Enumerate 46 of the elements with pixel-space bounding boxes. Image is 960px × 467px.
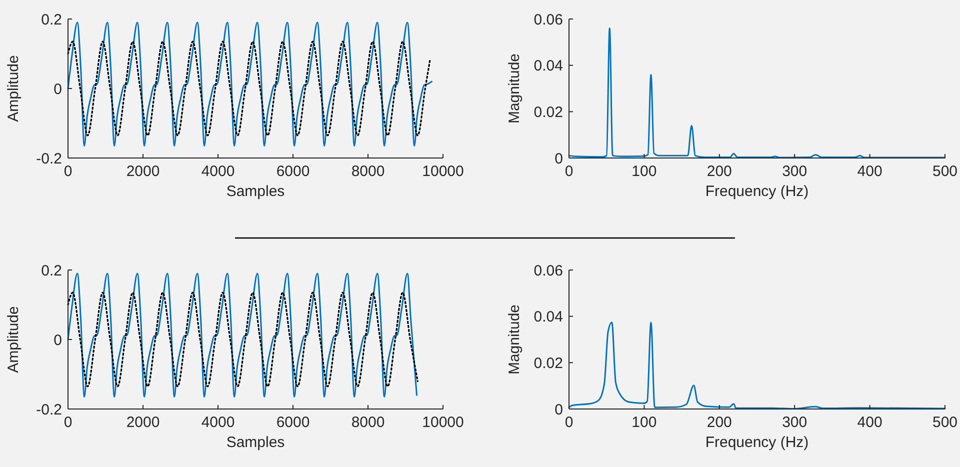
- x-axis-title: Frequency (Hz): [705, 434, 809, 451]
- x-tick-label: 4000: [201, 163, 235, 180]
- x-tick-label: 100: [632, 414, 657, 431]
- line-series: [67, 272, 418, 398]
- y-tick-label: 0: [54, 332, 62, 349]
- y-tick-label: 0.04: [534, 308, 563, 326]
- x-tick-label: 500: [932, 163, 958, 180]
- y-tick-label: 0.06: [534, 11, 563, 28]
- y-tick-label: 0: [554, 401, 563, 418]
- x-tick-label: 500: [932, 414, 958, 431]
- x-tick-label: 300: [782, 163, 808, 180]
- y-tick-label: 0.02: [534, 354, 563, 372]
- x-tick-label: 8000: [351, 163, 385, 180]
- x-tick-label: 400: [857, 414, 882, 431]
- y-tick-label: -0.2: [36, 401, 62, 418]
- x-axis-title: Samples: [226, 183, 285, 200]
- y-tick-label: -0.2: [36, 150, 62, 168]
- y-tick-label: 0.06: [534, 262, 563, 280]
- y-tick-label: 0: [554, 150, 563, 168]
- y-axis-title: Amplitude: [5, 55, 22, 122]
- line-series: [67, 22, 432, 147]
- y-axis-title: Amplitude: [5, 306, 22, 373]
- y-tick-label: 0: [54, 80, 62, 98]
- x-tick-label: 8000: [351, 414, 385, 431]
- x-tick-label: 400: [857, 163, 882, 180]
- x-tick-label: 300: [782, 414, 808, 431]
- x-tick-label: 6000: [276, 414, 310, 431]
- x-tick-label: 200: [706, 163, 732, 180]
- y-tick-label: 0.2: [41, 11, 62, 28]
- y-tick-label: 0.02: [534, 104, 563, 121]
- x-tick-label: 100: [632, 163, 657, 180]
- line-series: [67, 292, 418, 388]
- x-tick-label: 2000: [126, 414, 160, 431]
- x-tick-label: 10000: [422, 414, 464, 431]
- x-tick-label: 200: [706, 414, 732, 431]
- x-tick-label: 10000: [422, 163, 464, 180]
- x-axis-title: Frequency (Hz): [705, 183, 809, 200]
- y-axis-title: Magnitude: [506, 53, 523, 124]
- x-tick-label: 2000: [126, 163, 160, 180]
- line-series: [67, 40, 431, 136]
- y-tick-label: 0.04: [534, 58, 563, 75]
- y-axis-title: Magnitude: [506, 304, 523, 375]
- x-axis-title: Samples: [226, 434, 285, 451]
- x-tick-label: 4000: [201, 414, 235, 431]
- y-tick-label: 0.2: [41, 262, 62, 280]
- x-tick-label: 6000: [276, 163, 310, 180]
